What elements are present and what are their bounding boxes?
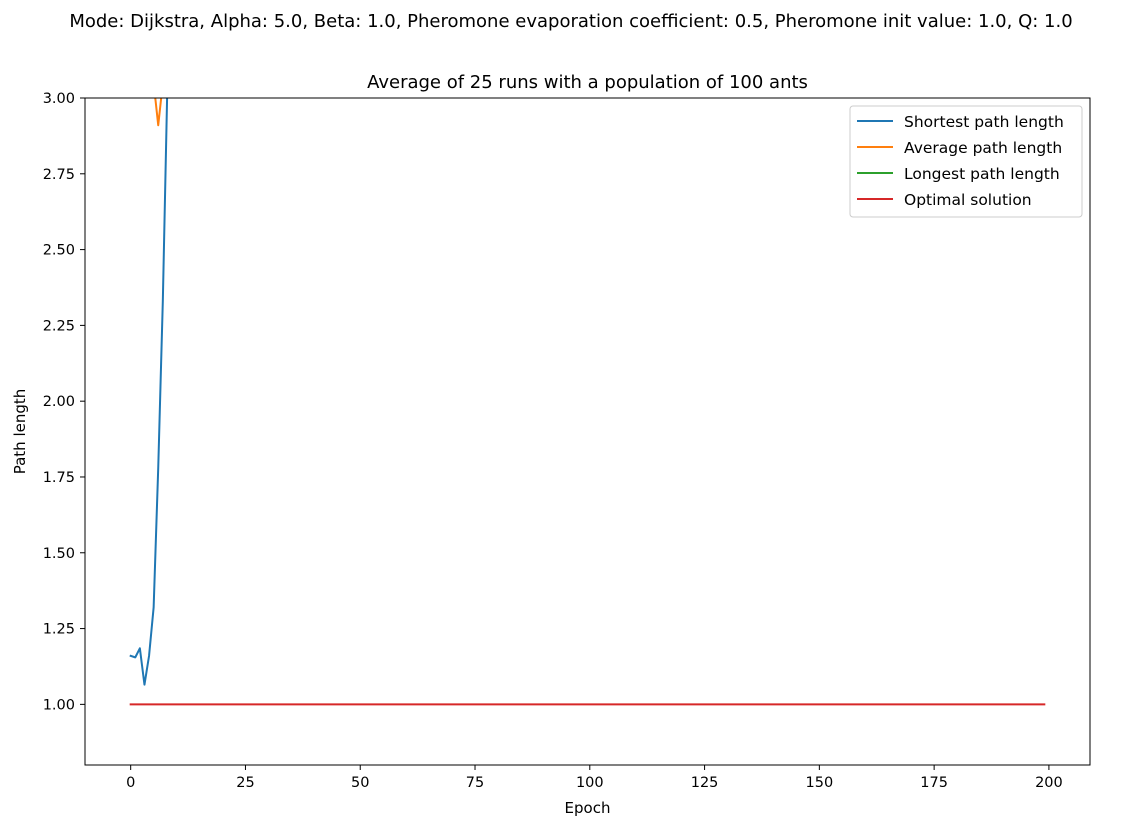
- legend-label: Average path length: [904, 139, 1062, 157]
- x-tick-label: 125: [691, 775, 719, 791]
- x-tick-label: 25: [236, 775, 254, 791]
- x-axis: 0 25 50 75 100 125 150 175 200: [126, 765, 1063, 791]
- legend: Shortest path length Average path length L…: [849, 105, 1083, 218]
- y-tick-label: 1.75: [43, 470, 75, 486]
- legend-label: Longest path length: [904, 165, 1060, 183]
- x-tick-label: 175: [920, 775, 948, 791]
- series-line-1: [154, 98, 163, 127]
- x-tick-label: 200: [1035, 775, 1063, 791]
- legend-frame: [849, 105, 1083, 218]
- legend-label: Optimal solution: [904, 191, 1032, 209]
- series-layer: [129, 98, 1046, 706]
- y-tick-label: 2.75: [43, 167, 75, 183]
- y-tick-label: 2.00: [43, 394, 75, 410]
- y-tick-label: 1.00: [43, 697, 75, 713]
- y-axis: 1.00 1.25 1.50 1.75 2.00 2.25 2.50 2.75 3.00: [43, 91, 85, 713]
- y-tick-label: 1.50: [43, 546, 75, 562]
- legend-label: Shortest path length: [904, 113, 1064, 131]
- x-axis-label: Epoch: [565, 799, 611, 817]
- y-tick-label: 3.00: [43, 91, 75, 107]
- x-tick-label: 150: [806, 775, 834, 791]
- suptitle: Mode: Dijkstra, Alpha: 5.0, Beta: 1.0, P…: [69, 11, 1072, 32]
- x-tick-label: 0: [126, 775, 135, 791]
- plot-frame: [84, 97, 1091, 766]
- x-tick-label: 75: [466, 775, 484, 791]
- x-tick-label: 100: [576, 775, 604, 791]
- y-tick-label: 2.25: [43, 318, 75, 334]
- y-axis-label: Path length: [11, 389, 29, 475]
- y-tick-label: 1.25: [43, 622, 75, 638]
- chart-title: Average of 25 runs with a population of …: [367, 72, 808, 93]
- x-tick-label: 50: [351, 775, 369, 791]
- y-tick-label: 2.50: [43, 243, 75, 259]
- series-line-0: [129, 98, 169, 686]
